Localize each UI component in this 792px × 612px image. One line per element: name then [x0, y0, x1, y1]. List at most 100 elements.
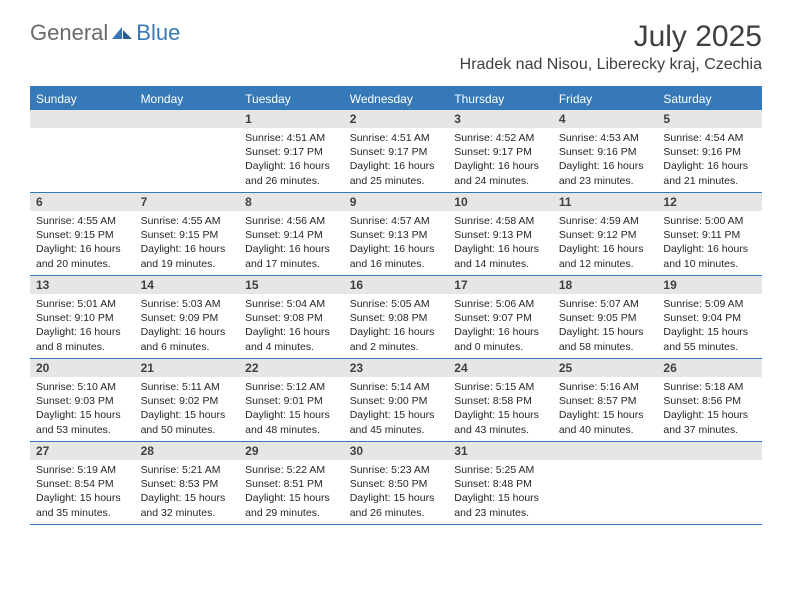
week-row: 27Sunrise: 5:19 AMSunset: 8:54 PMDayligh… — [30, 442, 762, 525]
sunrise-text: Sunrise: 5:12 AM — [245, 380, 338, 394]
day-cell: 28Sunrise: 5:21 AMSunset: 8:53 PMDayligh… — [135, 442, 240, 524]
daylight-text: Daylight: 16 hours and 0 minutes. — [454, 325, 547, 353]
sunset-text: Sunset: 8:53 PM — [141, 477, 234, 491]
day-number: 19 — [657, 276, 762, 294]
sunset-text: Sunset: 9:17 PM — [350, 145, 443, 159]
day-content: Sunrise: 4:54 AMSunset: 9:16 PMDaylight:… — [657, 128, 762, 192]
daylight-text: Daylight: 16 hours and 16 minutes. — [350, 242, 443, 270]
daylight-text: Daylight: 16 hours and 8 minutes. — [36, 325, 129, 353]
daylight-text: Daylight: 15 hours and 23 minutes. — [454, 491, 547, 519]
day-number: 4 — [553, 110, 658, 128]
logo-sail-icon — [110, 25, 134, 41]
weekday-sunday: Sunday — [30, 88, 135, 110]
logo-text-general: General — [30, 20, 108, 46]
day-content: Sunrise: 5:04 AMSunset: 9:08 PMDaylight:… — [239, 294, 344, 358]
day-number: 20 — [30, 359, 135, 377]
day-content: Sunrise: 5:18 AMSunset: 8:56 PMDaylight:… — [657, 377, 762, 441]
sunrise-text: Sunrise: 5:04 AM — [245, 297, 338, 311]
weekday-friday: Friday — [553, 88, 658, 110]
sunrise-text: Sunrise: 5:18 AM — [663, 380, 756, 394]
header-row: General Blue July 2025 Hradek nad Nisou,… — [0, 0, 792, 78]
day-content: Sunrise: 5:01 AMSunset: 9:10 PMDaylight:… — [30, 294, 135, 358]
day-cell: 4Sunrise: 4:53 AMSunset: 9:16 PMDaylight… — [553, 110, 658, 192]
sunset-text: Sunset: 9:13 PM — [454, 228, 547, 242]
page-title: July 2025 — [460, 20, 762, 54]
day-number: 23 — [344, 359, 449, 377]
sunset-text: Sunset: 9:09 PM — [141, 311, 234, 325]
daylight-text: Daylight: 16 hours and 20 minutes. — [36, 242, 129, 270]
sunset-text: Sunset: 9:15 PM — [36, 228, 129, 242]
day-content: Sunrise: 5:12 AMSunset: 9:01 PMDaylight:… — [239, 377, 344, 441]
daylight-text: Daylight: 16 hours and 21 minutes. — [663, 159, 756, 187]
daylight-text: Daylight: 15 hours and 43 minutes. — [454, 408, 547, 436]
sunrise-text: Sunrise: 4:55 AM — [141, 214, 234, 228]
day-content: Sunrise: 4:59 AMSunset: 9:12 PMDaylight:… — [553, 211, 658, 275]
day-content: Sunrise: 5:00 AMSunset: 9:11 PMDaylight:… — [657, 211, 762, 275]
week-row: 13Sunrise: 5:01 AMSunset: 9:10 PMDayligh… — [30, 276, 762, 359]
day-content: Sunrise: 4:52 AMSunset: 9:17 PMDaylight:… — [448, 128, 553, 192]
weekday-wednesday: Wednesday — [344, 88, 449, 110]
sunset-text: Sunset: 9:08 PM — [245, 311, 338, 325]
day-cell: 7Sunrise: 4:55 AMSunset: 9:15 PMDaylight… — [135, 193, 240, 275]
sunset-text: Sunset: 9:16 PM — [559, 145, 652, 159]
sunrise-text: Sunrise: 5:22 AM — [245, 463, 338, 477]
day-content: Sunrise: 5:03 AMSunset: 9:09 PMDaylight:… — [135, 294, 240, 358]
sunrise-text: Sunrise: 4:53 AM — [559, 131, 652, 145]
day-number: 16 — [344, 276, 449, 294]
day-content: Sunrise: 4:58 AMSunset: 9:13 PMDaylight:… — [448, 211, 553, 275]
sunset-text: Sunset: 9:14 PM — [245, 228, 338, 242]
day-content: Sunrise: 4:51 AMSunset: 9:17 PMDaylight:… — [344, 128, 449, 192]
sunrise-text: Sunrise: 5:06 AM — [454, 297, 547, 311]
day-number: 31 — [448, 442, 553, 460]
day-cell: 6Sunrise: 4:55 AMSunset: 9:15 PMDaylight… — [30, 193, 135, 275]
day-content: Sunrise: 4:53 AMSunset: 9:16 PMDaylight:… — [553, 128, 658, 192]
sunrise-text: Sunrise: 4:51 AM — [245, 131, 338, 145]
weekday-header: Sunday Monday Tuesday Wednesday Thursday… — [30, 88, 762, 110]
calendar: Sunday Monday Tuesday Wednesday Thursday… — [30, 86, 762, 525]
day-content: Sunrise: 5:15 AMSunset: 8:58 PMDaylight:… — [448, 377, 553, 441]
sunset-text: Sunset: 9:16 PM — [663, 145, 756, 159]
day-cell: 29Sunrise: 5:22 AMSunset: 8:51 PMDayligh… — [239, 442, 344, 524]
sunrise-text: Sunrise: 5:14 AM — [350, 380, 443, 394]
sunset-text: Sunset: 9:15 PM — [141, 228, 234, 242]
day-number: 11 — [553, 193, 658, 211]
day-cell: 10Sunrise: 4:58 AMSunset: 9:13 PMDayligh… — [448, 193, 553, 275]
week-row: 1Sunrise: 4:51 AMSunset: 9:17 PMDaylight… — [30, 110, 762, 193]
day-content: Sunrise: 5:22 AMSunset: 8:51 PMDaylight:… — [239, 460, 344, 524]
day-content: Sunrise: 4:51 AMSunset: 9:17 PMDaylight:… — [239, 128, 344, 192]
day-cell: 19Sunrise: 5:09 AMSunset: 9:04 PMDayligh… — [657, 276, 762, 358]
day-cell: 31 Sunrise: 5:25 AMSunset: 8:48 PMDayligh… — [448, 442, 553, 524]
daylight-text: Daylight: 15 hours and 55 minutes. — [663, 325, 756, 353]
day-number: 27 — [30, 442, 135, 460]
day-number: 21 — [135, 359, 240, 377]
day-number: 10 — [448, 193, 553, 211]
daylight-text: Daylight: 15 hours and 48 minutes. — [245, 408, 338, 436]
weekday-thursday: Thursday — [448, 88, 553, 110]
sunrise-text: Sunrise: 5:25 AM — [454, 463, 547, 477]
daylight-text: Daylight: 15 hours and 45 minutes. — [350, 408, 443, 436]
sunrise-text: Sunrise: 5:10 AM — [36, 380, 129, 394]
day-content: Sunrise: 5:10 AMSunset: 9:03 PMDaylight:… — [30, 377, 135, 441]
daylight-text: Daylight: 16 hours and 2 minutes. — [350, 325, 443, 353]
day-number: 5 — [657, 110, 762, 128]
sunset-text: Sunset: 9:17 PM — [245, 145, 338, 159]
day-cell: 12Sunrise: 5:00 AMSunset: 9:11 PMDayligh… — [657, 193, 762, 275]
sunrise-text: Sunrise: 4:56 AM — [245, 214, 338, 228]
day-cell: 2Sunrise: 4:51 AMSunset: 9:17 PMDaylight… — [344, 110, 449, 192]
daylight-text: Daylight: 16 hours and 19 minutes. — [141, 242, 234, 270]
daylight-text: Daylight: 15 hours and 35 minutes. — [36, 491, 129, 519]
day-number: 3 — [448, 110, 553, 128]
day-cell: 18Sunrise: 5:07 AMSunset: 9:05 PMDayligh… — [553, 276, 658, 358]
sunrise-text: Sunrise: 5:15 AM — [454, 380, 547, 394]
daylight-text: Daylight: 16 hours and 23 minutes. — [559, 159, 652, 187]
sunset-text: Sunset: 9:17 PM — [454, 145, 547, 159]
daylight-text: Daylight: 15 hours and 53 minutes. — [36, 408, 129, 436]
sunset-text: Sunset: 8:48 PM — [454, 477, 547, 491]
day-number: 22 — [239, 359, 344, 377]
day-content: Sunrise: 4:55 AMSunset: 9:15 PMDaylight:… — [135, 211, 240, 275]
day-number: 9 — [344, 193, 449, 211]
day-number: 14 — [135, 276, 240, 294]
sunset-text: Sunset: 8:51 PM — [245, 477, 338, 491]
daylight-text: Daylight: 16 hours and 4 minutes. — [245, 325, 338, 353]
day-cell: 13Sunrise: 5:01 AMSunset: 9:10 PMDayligh… — [30, 276, 135, 358]
